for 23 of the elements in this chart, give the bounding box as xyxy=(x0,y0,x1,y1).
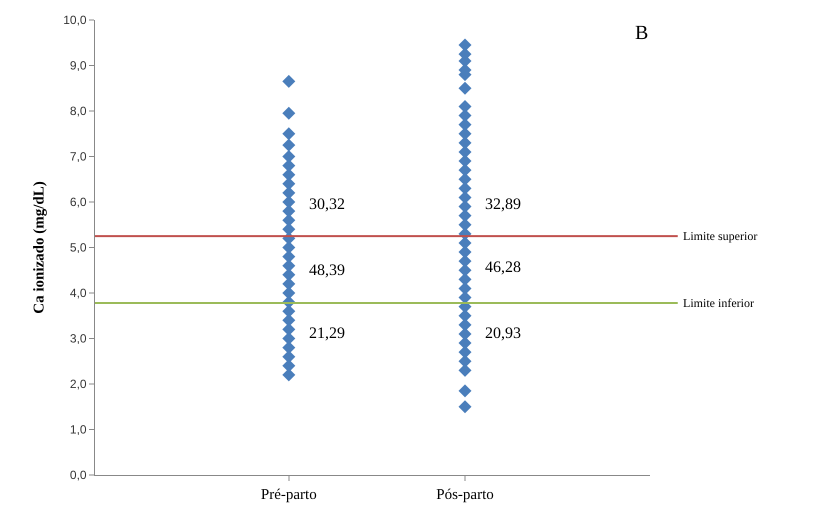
y-tick-label: 7,0 xyxy=(70,150,87,164)
y-tick-label: 1,0 xyxy=(70,422,87,437)
annotation: 46,28 xyxy=(485,259,521,276)
y-tick-label: 0,0 xyxy=(70,468,87,482)
ref-line-label: Limite superior xyxy=(683,229,758,243)
x-tick-label: Pré-parto xyxy=(260,487,317,503)
annotation: B xyxy=(635,22,648,44)
y-axis-title: Ca ionizado (mg/dL) xyxy=(31,181,48,314)
annotation: 20,93 xyxy=(485,325,521,342)
y-tick-label: 3,0 xyxy=(70,332,87,346)
y-tick-label: 8,0 xyxy=(70,104,87,118)
y-tick-label: 9,0 xyxy=(70,58,87,73)
annotation: 21,29 xyxy=(309,325,345,342)
y-tick-label: 10,0 xyxy=(63,13,87,28)
y-tick-label: 5,0 xyxy=(70,240,87,255)
annotation: 48,39 xyxy=(309,262,345,279)
y-tick-label: 2,0 xyxy=(70,377,87,392)
annotation: 32,89 xyxy=(485,196,521,213)
x-tick-label: Pós-parto xyxy=(436,487,494,503)
y-tick-label: 6,0 xyxy=(70,195,87,210)
ref-line-label: Limite inferior xyxy=(683,296,754,310)
y-tick-label: 4,0 xyxy=(70,286,87,300)
annotation: 30,32 xyxy=(309,196,345,213)
